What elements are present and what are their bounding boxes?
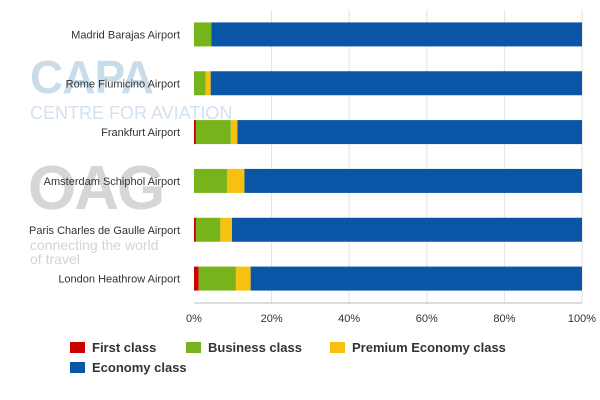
- bar-3-economy-class: [244, 168, 582, 193]
- bar-4-premium-economy-class: [220, 217, 233, 242]
- bar-1-business-class: [194, 71, 206, 96]
- legend-swatch-business-class: [186, 342, 201, 353]
- legend-label-first-class: First class: [92, 340, 157, 355]
- bar-2-first-class: [194, 120, 196, 145]
- legend-swatch-first-class: [70, 342, 85, 353]
- bar-3-business-class: [194, 168, 227, 193]
- bar-0-economy-class: [211, 22, 582, 47]
- legend-swatch-economy-class: [70, 362, 85, 373]
- bar-2-business-class: [195, 120, 231, 145]
- bar-4-economy-class: [232, 217, 583, 242]
- x-tick-label-1: 20%: [261, 313, 283, 325]
- bar-2-premium-economy-class: [230, 120, 238, 145]
- legend-item-economy-class: Economy class: [70, 360, 187, 375]
- category-label-2: Frankfurt Airport: [101, 127, 180, 139]
- x-tick-label-5: 100%: [568, 313, 596, 325]
- category-label-3: Amsterdam Schiphol Airport: [44, 176, 180, 188]
- legend-label-business-class: Business class: [208, 340, 302, 355]
- x-tick-label-0: 0%: [186, 313, 202, 325]
- category-label-5: London Heathrow Airport: [58, 274, 180, 286]
- legend-item-premium-economy-class: Premium Economy class: [330, 340, 506, 355]
- bar-1-economy-class: [210, 71, 582, 96]
- x-tick-label-4: 80%: [493, 313, 515, 325]
- legend-label-economy-class: Economy class: [92, 360, 187, 375]
- bar-4-first-class: [194, 217, 196, 242]
- bar-0-business-class: [194, 22, 212, 47]
- bar-3-premium-economy-class: [226, 168, 245, 193]
- bar-5-business-class: [198, 266, 236, 291]
- bar-5-first-class: [194, 266, 199, 291]
- bar-1-premium-economy-class: [205, 71, 211, 96]
- legend-label-premium-economy-class: Premium Economy class: [352, 340, 506, 355]
- bar-2-economy-class: [237, 120, 582, 145]
- bar-5-premium-economy-class: [235, 266, 251, 291]
- x-tick-label-3: 60%: [416, 313, 438, 325]
- bar-4-business-class: [195, 217, 221, 242]
- category-label-4: Paris Charles de Gaulle Airport: [29, 225, 180, 237]
- legend-item-first-class: First class: [70, 340, 156, 355]
- category-label-0: Madrid Barajas Airport: [71, 29, 180, 41]
- legend-swatch-premium-economy-class: [330, 342, 345, 353]
- category-label-1: Rome Fiumicino Airport: [66, 78, 180, 90]
- legend-item-business-class: Business class: [186, 340, 302, 355]
- bar-5-economy-class: [250, 266, 582, 291]
- x-tick-label-2: 40%: [338, 313, 360, 325]
